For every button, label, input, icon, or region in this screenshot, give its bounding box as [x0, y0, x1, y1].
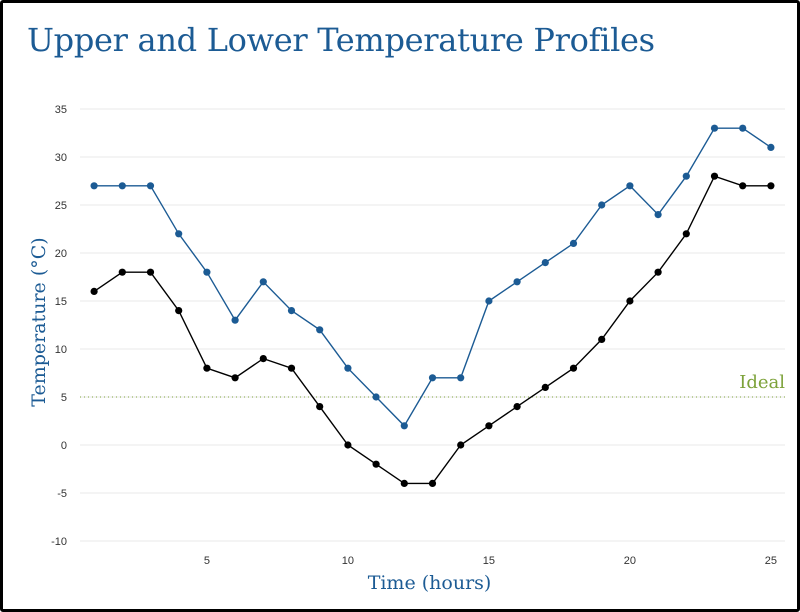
upper-series	[90, 124, 775, 430]
lower-point	[428, 479, 437, 487]
y-tick-label: 35	[55, 104, 67, 116]
x-tick-label: 15	[483, 555, 495, 567]
y-axis: -10 -5 0 5 10 15 20 25 30 35	[51, 104, 67, 548]
upper-point	[400, 422, 408, 430]
upper-point	[287, 307, 296, 315]
lower-point	[90, 287, 98, 295]
lower-point	[513, 403, 521, 411]
upper-point	[682, 172, 690, 180]
lower-point	[598, 335, 606, 343]
upper-point	[259, 278, 267, 286]
upper-point	[767, 143, 775, 151]
lower-point	[626, 297, 634, 305]
lower-point	[541, 383, 549, 391]
upper-point	[175, 230, 183, 238]
y-tick-label: 5	[61, 392, 67, 404]
y-tick-label: 25	[55, 200, 67, 212]
lower-point	[739, 182, 747, 190]
lower-point	[287, 364, 296, 372]
lower-point	[654, 268, 662, 276]
lower-point	[203, 364, 211, 372]
lower-point	[259, 355, 267, 363]
y-tick-label: 20	[55, 248, 67, 260]
upper-point	[457, 374, 465, 382]
ideal-reference: Ideal	[80, 372, 785, 398]
upper-point	[513, 278, 521, 286]
lower-point	[682, 230, 690, 238]
upper-point	[118, 182, 126, 190]
x-tick-label: 25	[765, 555, 777, 567]
lower-point	[231, 374, 239, 382]
upper-point	[739, 124, 747, 132]
upper-point	[372, 393, 380, 401]
upper-point	[90, 182, 98, 190]
x-tick-label: 10	[342, 555, 354, 567]
upper-point	[231, 316, 239, 324]
lower-point	[118, 268, 126, 276]
ideal-label: Ideal	[739, 372, 785, 393]
x-axis: 5 10 15 20 25	[204, 555, 777, 567]
lower-point	[344, 441, 352, 449]
upper-point	[654, 211, 662, 219]
lower-point	[316, 403, 324, 411]
y-tick-label: -5	[57, 488, 67, 500]
gridlines	[80, 108, 785, 542]
y-tick-label: 10	[55, 344, 67, 356]
lower-line	[93, 175, 771, 485]
upper-point	[569, 239, 578, 247]
lower-point	[457, 441, 465, 449]
lower-point	[146, 268, 155, 276]
upper-point	[710, 124, 719, 132]
upper-point	[203, 268, 211, 276]
y-tick-label: -10	[51, 536, 67, 548]
chart-title: Upper and Lower Temperature Profiles	[27, 21, 655, 59]
lower-point	[710, 172, 719, 180]
x-axis-label: Time (hours)	[368, 572, 492, 594]
lower-point	[485, 422, 493, 430]
upper-point	[598, 201, 606, 209]
upper-point	[485, 297, 493, 305]
upper-point	[146, 182, 155, 190]
y-tick-label: 0	[61, 440, 67, 452]
y-axis-label: Temperature (°C)	[28, 237, 50, 406]
upper-point	[541, 259, 549, 267]
y-tick-label: 15	[55, 296, 67, 308]
lower-point	[767, 182, 775, 190]
lower-point	[400, 479, 408, 487]
y-tick-label: 30	[55, 152, 67, 164]
upper-point	[626, 182, 634, 190]
x-tick-label: 5	[204, 555, 210, 567]
x-tick-label: 20	[624, 555, 636, 567]
series-layer	[90, 124, 775, 487]
upper-point	[428, 374, 437, 382]
lower-point	[175, 307, 183, 315]
upper-point	[316, 326, 324, 334]
chart-canvas: Ideal -10 -5 0 5 10 15 20 25 30 35 5 10 15 20 25 Time…	[28, 104, 785, 594]
lower-point	[569, 364, 578, 372]
lower-series	[90, 172, 775, 487]
lower-point	[372, 460, 380, 468]
upper-point	[344, 364, 352, 372]
